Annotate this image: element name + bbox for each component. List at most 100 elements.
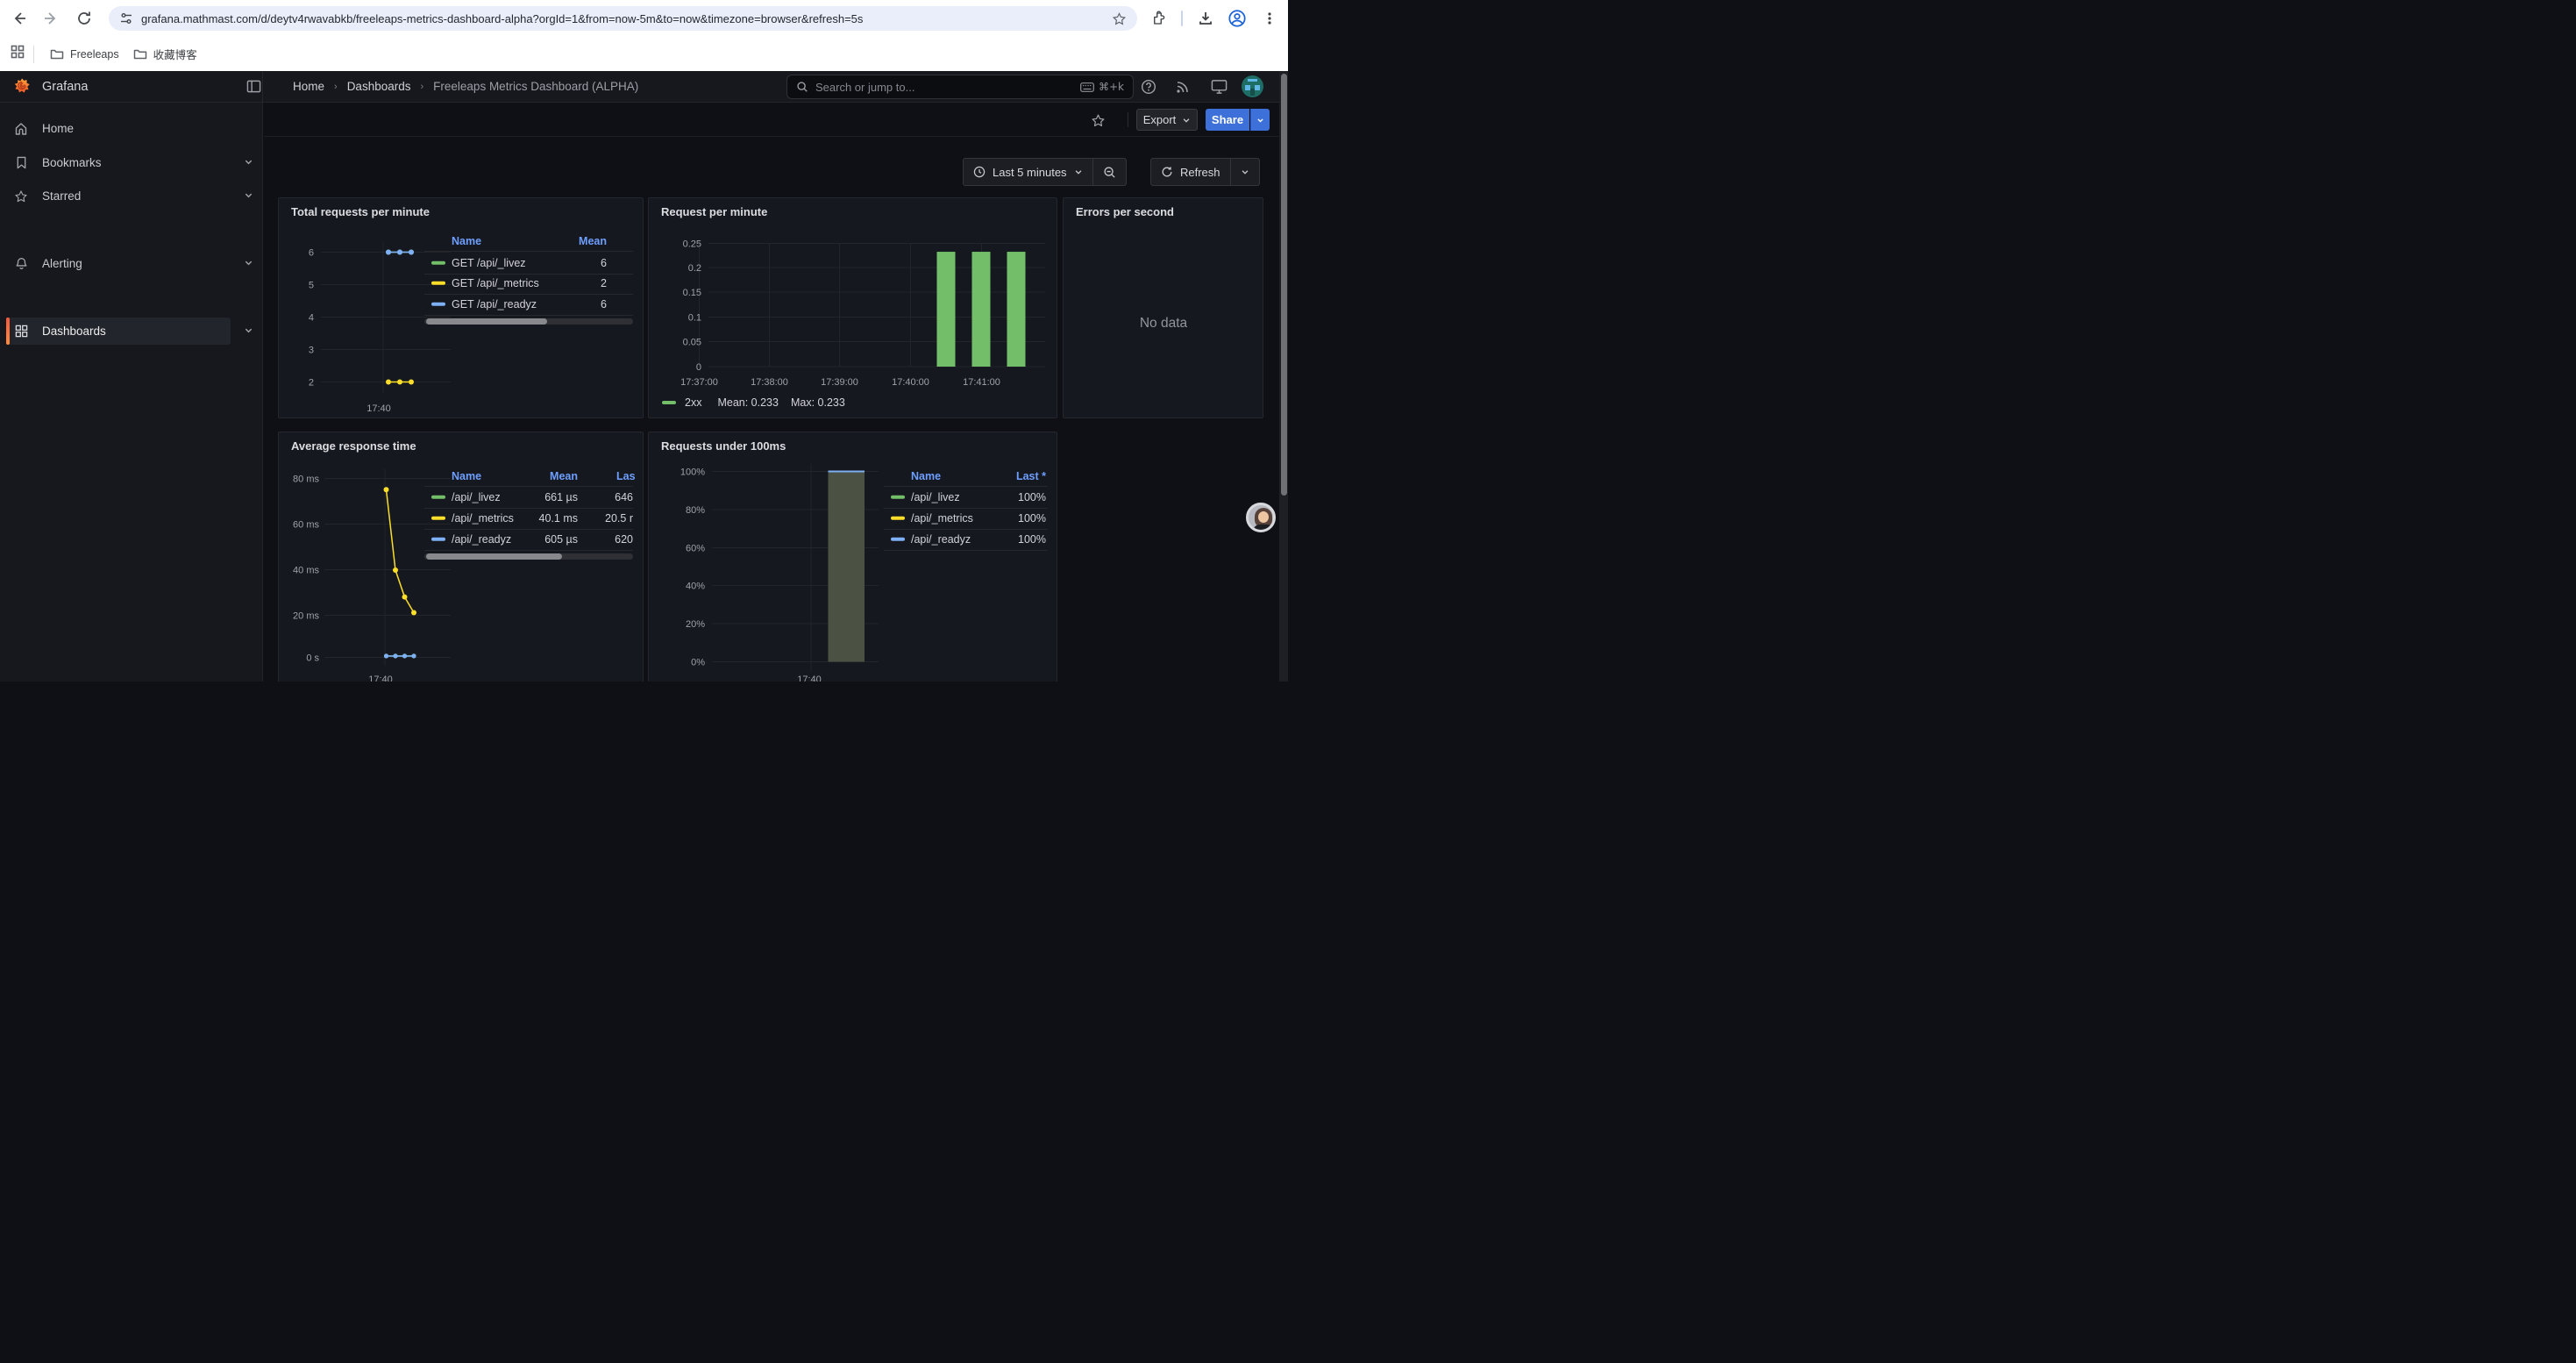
legend-row[interactable]: 2xx Mean: 0.233 Max: 0.233 bbox=[662, 396, 845, 409]
share-menu-button[interactable] bbox=[1250, 109, 1270, 131]
panel-avg-response-time[interactable]: Average response time 80 ms60 ms40 ms20 … bbox=[278, 432, 644, 682]
legend-value: 2 bbox=[601, 277, 607, 289]
display-button[interactable] bbox=[1207, 75, 1230, 98]
application-window: grafana.mathmast.com/d/deytv4rwavabkb/fr… bbox=[0, 0, 1288, 682]
sidebar-item-alerting[interactable]: Alerting bbox=[0, 250, 263, 277]
legend-series-name[interactable]: /api/_readyz bbox=[911, 533, 971, 546]
legend-column-header[interactable]: Name bbox=[452, 470, 481, 482]
bookmark-label: 收藏博客 bbox=[153, 46, 197, 62]
chevron-down-icon[interactable] bbox=[244, 256, 253, 272]
star-icon bbox=[14, 189, 28, 203]
svg-text:17:38:00: 17:38:00 bbox=[751, 377, 788, 388]
apps-grid-button[interactable] bbox=[11, 45, 25, 63]
share-button[interactable]: Share bbox=[1206, 109, 1249, 131]
help-button[interactable] bbox=[1137, 75, 1160, 98]
chevron-down-icon[interactable] bbox=[244, 155, 253, 171]
clock-icon bbox=[973, 166, 986, 178]
legend-series-name[interactable]: /api/_metrics bbox=[452, 512, 514, 525]
legend-series-name[interactable]: /api/_livez bbox=[452, 491, 501, 503]
legend-column-header[interactable]: Name bbox=[452, 235, 481, 247]
time-range-picker[interactable]: Last 5 minutes bbox=[964, 159, 1092, 185]
profile-icon bbox=[1228, 9, 1247, 28]
legend-scrollbar-thumb[interactable] bbox=[426, 318, 547, 325]
panel-errors-per-second[interactable]: Errors per second No data bbox=[1063, 197, 1263, 418]
browser-profile-button[interactable] bbox=[1227, 8, 1248, 29]
panel-request-per-minute[interactable]: Request per minute 0.250.20.150.10.05017… bbox=[648, 197, 1057, 418]
legend-row-separator bbox=[424, 508, 633, 509]
legend-table: NameLast */api/_livez100%/api/_metrics10… bbox=[649, 432, 1058, 682]
chevron-right-icon: › bbox=[334, 82, 338, 92]
legend-scrollbar-thumb[interactable] bbox=[426, 553, 562, 560]
favorite-dashboard-button[interactable] bbox=[1086, 109, 1109, 132]
reload-button[interactable] bbox=[74, 8, 95, 29]
bookmark-folder-freeleaps[interactable]: Freeleaps bbox=[43, 44, 126, 65]
sidebar-item-dashboards[interactable]: Dashboards bbox=[0, 318, 263, 345]
search-input[interactable]: Search or jump to... ⌘+k bbox=[786, 75, 1134, 99]
panel-total-requests[interactable]: Total requests per minute 6543217:40 Nam… bbox=[278, 197, 644, 418]
browser-menu-button[interactable] bbox=[1259, 8, 1280, 29]
apps-grid-icon bbox=[11, 45, 25, 59]
downloads-button[interactable] bbox=[1195, 8, 1216, 29]
bell-icon bbox=[14, 257, 28, 271]
legend-row-separator bbox=[424, 251, 633, 252]
sidebar-item-home[interactable]: Home bbox=[0, 115, 263, 142]
sidebar-item-bookmarks[interactable]: Bookmarks bbox=[0, 149, 263, 176]
url-bar[interactable]: grafana.mathmast.com/d/deytv4rwavabkb/fr… bbox=[109, 6, 1137, 31]
legend-value: 20.5 r bbox=[605, 512, 633, 525]
breadcrumb-home[interactable]: Home bbox=[293, 80, 324, 93]
legend-row-separator bbox=[424, 294, 633, 295]
svg-text:17:39:00: 17:39:00 bbox=[821, 377, 858, 388]
page-scrollbar-thumb[interactable] bbox=[1281, 74, 1287, 496]
series-color-dash bbox=[891, 537, 905, 541]
zoom-out-icon bbox=[1103, 166, 1116, 179]
refresh-interval-button[interactable] bbox=[1231, 159, 1259, 185]
site-settings-icon[interactable] bbox=[119, 11, 133, 25]
back-button[interactable] bbox=[9, 8, 30, 29]
series-name[interactable]: 2xx bbox=[685, 396, 701, 409]
legend-column-header[interactable]: Name bbox=[911, 470, 941, 482]
legend-value: 6 bbox=[601, 257, 607, 269]
legend-row-separator bbox=[424, 274, 633, 275]
kebab-menu-icon bbox=[1263, 11, 1277, 25]
forward-button[interactable] bbox=[40, 8, 61, 29]
sidebar-item-starred[interactable]: Starred bbox=[0, 182, 263, 210]
export-button[interactable]: Export bbox=[1136, 109, 1198, 131]
bookmark-folder-blogs[interactable]: 收藏博客 bbox=[126, 42, 204, 66]
chevron-right-icon: › bbox=[420, 82, 423, 92]
svg-text:0.1: 0.1 bbox=[688, 313, 701, 324]
folder-icon bbox=[133, 47, 147, 61]
zoom-out-button[interactable] bbox=[1093, 159, 1126, 185]
legend-series-name[interactable]: /api/_metrics bbox=[911, 512, 973, 525]
bookmark-star-icon[interactable] bbox=[1112, 11, 1127, 26]
extensions-button[interactable] bbox=[1149, 8, 1170, 29]
series-color-dash bbox=[431, 281, 445, 285]
url-text[interactable]: grafana.mathmast.com/d/deytv4rwavabkb/fr… bbox=[141, 12, 1112, 25]
legend-column-header[interactable]: Last * bbox=[1016, 470, 1046, 482]
legend-series-name[interactable]: /api/_readyz bbox=[452, 533, 511, 546]
legend-column-header[interactable]: Mean bbox=[579, 235, 607, 247]
no-data-message: No data bbox=[1140, 316, 1187, 332]
legend-table: NameMeanLas/api/_livez661 µs646/api/_met… bbox=[279, 432, 644, 682]
refresh-button[interactable]: Refresh bbox=[1151, 159, 1230, 185]
chevron-down-icon[interactable] bbox=[244, 189, 253, 204]
legend-column-header[interactable]: Mean bbox=[550, 470, 578, 482]
bar-chart: 0.250.20.150.10.05017:37:0017:38:0017:39… bbox=[649, 198, 1058, 419]
avatar-image bbox=[1242, 75, 1263, 97]
back-icon bbox=[11, 11, 27, 26]
legend-series-name[interactable]: GET /api/_metrics bbox=[452, 277, 539, 289]
chevron-down-icon[interactable] bbox=[244, 324, 253, 339]
legend-row-separator bbox=[884, 508, 1048, 509]
legend-series-name[interactable]: /api/_livez bbox=[911, 491, 960, 503]
sidebar-toggle-button[interactable] bbox=[246, 79, 261, 98]
legend-column-header[interactable]: Las bbox=[616, 470, 636, 482]
news-button[interactable] bbox=[1171, 75, 1194, 98]
breadcrumb-dashboards[interactable]: Dashboards bbox=[347, 80, 411, 93]
legend-series-name[interactable]: GET /api/_readyz bbox=[452, 298, 537, 310]
assistant-avatar[interactable] bbox=[1246, 503, 1276, 532]
legend-row-separator bbox=[424, 550, 633, 551]
legend-series-name[interactable]: GET /api/_livez bbox=[452, 257, 526, 269]
panel-requests-under-100ms[interactable]: Requests under 100ms 100%80%60%40%20%0%1… bbox=[648, 432, 1057, 682]
panel-title[interactable]: Errors per second bbox=[1076, 205, 1174, 218]
user-avatar[interactable] bbox=[1241, 75, 1263, 97]
extensions-puzzle-icon bbox=[1151, 11, 1167, 26]
